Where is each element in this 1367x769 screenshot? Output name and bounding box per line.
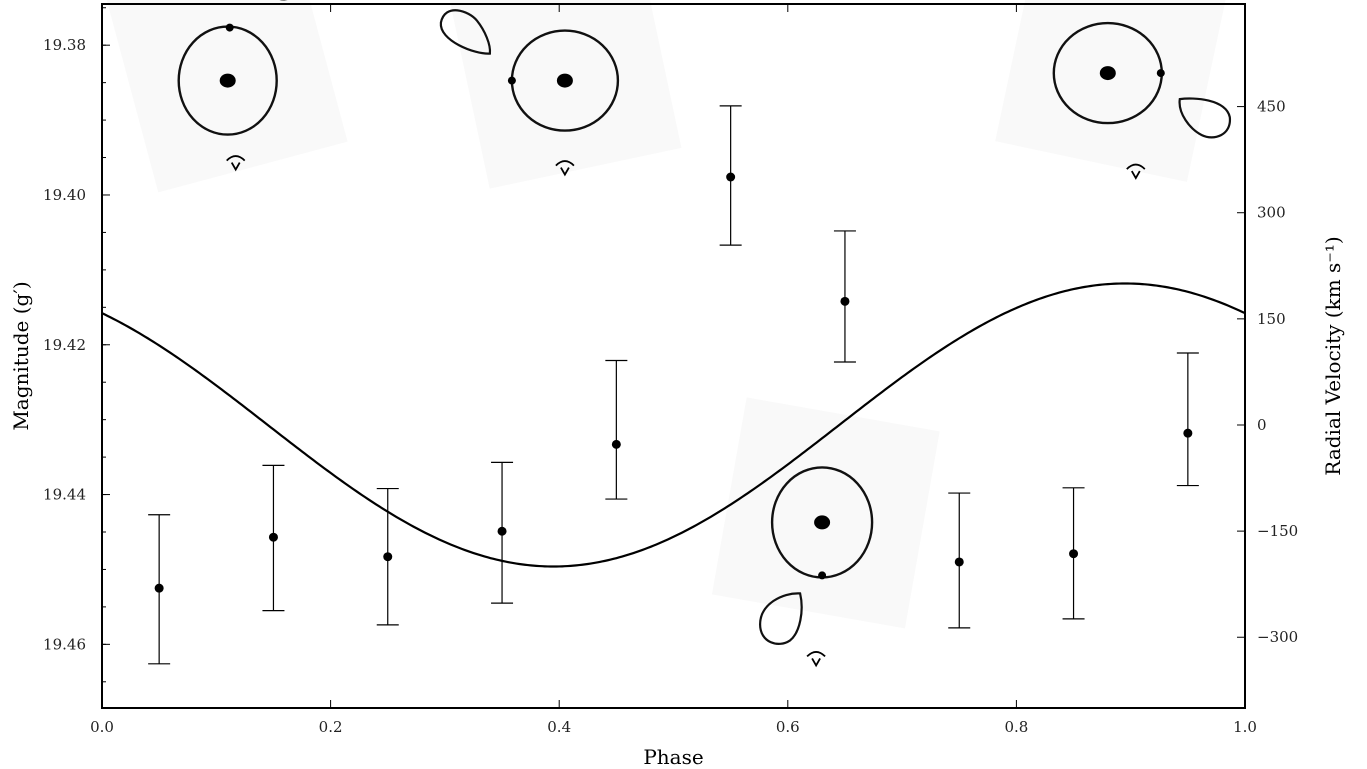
- white-dwarf-dot: [1099, 66, 1116, 81]
- hot-spot-dot: [507, 76, 516, 85]
- right-y-tick-label: 150: [1257, 310, 1286, 328]
- right-y-tick-label: 450: [1257, 98, 1286, 116]
- donor-star-lobe: [439, 9, 492, 55]
- inset-background: [448, 0, 682, 189]
- left-y-tick-label: 19.46: [43, 635, 86, 653]
- binary-geometry-inset: [995, 0, 1231, 182]
- x-tick-label: 0.0: [90, 718, 114, 736]
- white-dwarf-dot: [814, 515, 831, 530]
- inset-background: [711, 397, 940, 629]
- x-axis-ticks: 0.0 0.2 0.4 0.6 0.8 1.0: [90, 4, 1257, 736]
- binary-geometry-inset: [106, 0, 348, 193]
- donor-star-lobe: [1178, 97, 1231, 139]
- x-tick-label: 0.6: [776, 718, 800, 736]
- observer-eye-icon: [226, 155, 246, 172]
- data-point: [154, 583, 164, 593]
- x-tick-label: 0.4: [547, 718, 571, 736]
- data-point: [954, 557, 964, 567]
- left-y-tick-label: 19.38: [43, 36, 86, 54]
- left-y-axis-ticks: 19.38 19.40 19.42 19.44 19.46: [43, 7, 110, 683]
- data-point: [383, 552, 393, 562]
- binary-geometry-insets: [106, 0, 1231, 668]
- magnitude-points-layer: [148, 105, 1199, 665]
- left-y-tick-label: 19.40: [43, 186, 86, 204]
- data-point: [726, 172, 736, 182]
- radial-velocity-curve: [101, 282, 1246, 568]
- x-tick-label: 0.2: [319, 718, 343, 736]
- radial-velocity-curve-layer: [101, 282, 1246, 568]
- x-tick-label: 1.0: [1233, 718, 1257, 736]
- right-y-tick-label: 300: [1257, 204, 1286, 222]
- x-tick-label: 0.8: [1004, 718, 1028, 736]
- data-point: [611, 439, 621, 449]
- data-point: [1183, 428, 1193, 438]
- donor-star-lobe: [758, 592, 803, 645]
- data-point: [268, 532, 278, 542]
- hot-spot-dot: [1156, 69, 1165, 78]
- left-y-axis-title: Magnitude (g′): [9, 281, 33, 430]
- left-y-tick-label: 19.44: [43, 486, 86, 504]
- observer-eye-icon: [555, 160, 575, 177]
- data-point: [497, 526, 507, 536]
- inset-background: [106, 0, 348, 193]
- plot-frame: [101, 3, 1246, 709]
- x-axis-title: Phase: [643, 745, 703, 769]
- right-y-tick-label: −300: [1257, 628, 1298, 646]
- binary-geometry-inset: [711, 397, 940, 668]
- right-y-axis-ticks: 450 300 150 0 −150 −300: [1237, 98, 1298, 646]
- hot-spot-dot: [818, 571, 827, 580]
- observer-eye-icon: [1126, 163, 1146, 180]
- data-point: [840, 296, 850, 306]
- binary-geometry-inset: [439, 0, 682, 189]
- inset-background: [995, 0, 1229, 182]
- white-dwarf-dot: [556, 73, 573, 88]
- right-y-tick-label: −150: [1257, 522, 1298, 540]
- hot-spot-dot: [225, 23, 234, 32]
- white-dwarf-dot: [219, 73, 236, 88]
- data-point: [1069, 549, 1079, 559]
- observer-eye-icon: [806, 651, 826, 668]
- left-y-tick-label: 19.42: [43, 336, 86, 354]
- right-y-axis-title: Radial Velocity (km s⁻¹): [1321, 236, 1345, 475]
- right-y-tick-label: 0: [1257, 416, 1267, 434]
